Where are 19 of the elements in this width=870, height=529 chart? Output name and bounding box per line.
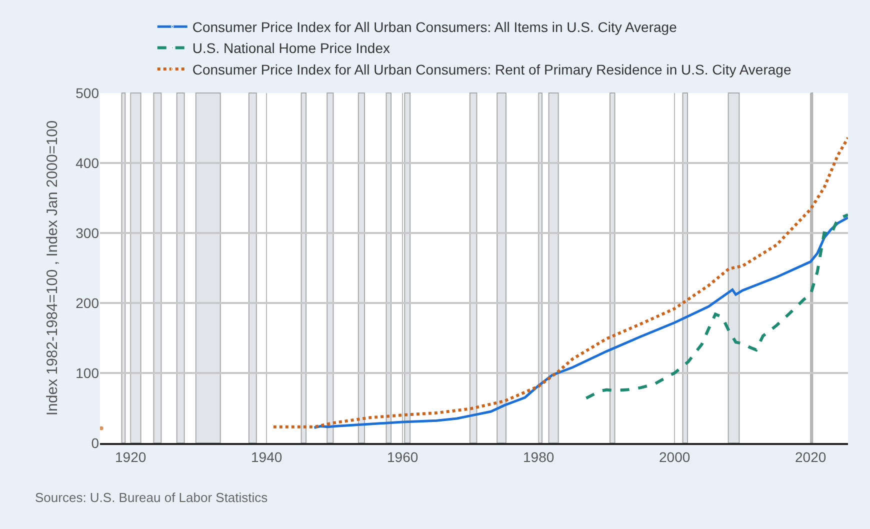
legend-label: Consumer Price Index for All Urban Consumers: All Items in U.S. City Average [192, 19, 678, 36]
x-tick-label: 1980 [523, 448, 554, 465]
y-tick-label: 200 [76, 294, 100, 311]
y-tick-label: 500 [76, 84, 100, 101]
x-tick-label: 1940 [251, 448, 282, 465]
y-axis-title: Index 1982-1984=100 , Index Jan 2000=100 [44, 120, 61, 416]
line-series [584, 213, 848, 400]
source-note: Sources: U.S. Bureau of Labor Statistics [35, 490, 268, 505]
legend-label: U.S. National Home Price Index [192, 40, 390, 56]
line-series [312, 216, 848, 429]
x-tick-label: 1960 [387, 448, 418, 465]
x-tick-label: 2020 [795, 448, 826, 465]
y-tick-label: 100 [76, 364, 100, 381]
legend-label: Consumer Price Index for All Urban Consumers: Rent of Primary Residence in U.S. City Average [192, 61, 792, 78]
x-tick-label: 2000 [659, 448, 690, 465]
x-tick-label: 1920 [115, 448, 146, 465]
y-tick-label: 400 [76, 154, 100, 171]
y-tick-label: 0 [91, 434, 100, 451]
y-tick-label: 300 [76, 224, 100, 241]
